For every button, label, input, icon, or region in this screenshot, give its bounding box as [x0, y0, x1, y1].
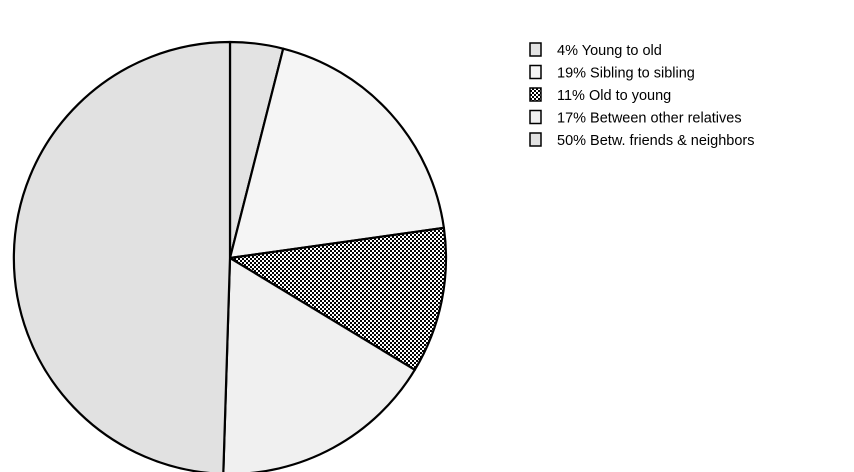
- legend-label-2: 19% Sibling to sibling: [557, 66, 695, 82]
- pie-slices: [12, 40, 448, 472]
- legend-label-5: 50% Betw. friends & neighbors: [557, 133, 754, 149]
- pie-slice-3: [228, 226, 448, 371]
- legend-label-1: 4% Young to old: [557, 43, 662, 59]
- pie-slice-5: [12, 40, 232, 472]
- legend-swatch-4: [529, 109, 542, 125]
- legend: 4% Young to old 19% Sibling to sibling 11%…: [529, 42, 754, 149]
- legend-label-4: 17% Between other relatives: [557, 111, 742, 127]
- legend-swatch-2: [529, 64, 542, 80]
- legend-label-3: 11% Old to young: [557, 88, 671, 104]
- legend-swatch-5: [529, 132, 542, 147]
- pie-slice-4: [222, 256, 416, 472]
- pie-slice-2: [228, 47, 445, 260]
- legend-swatch-1: [529, 42, 542, 57]
- legend-swatch-3: [529, 87, 542, 102]
